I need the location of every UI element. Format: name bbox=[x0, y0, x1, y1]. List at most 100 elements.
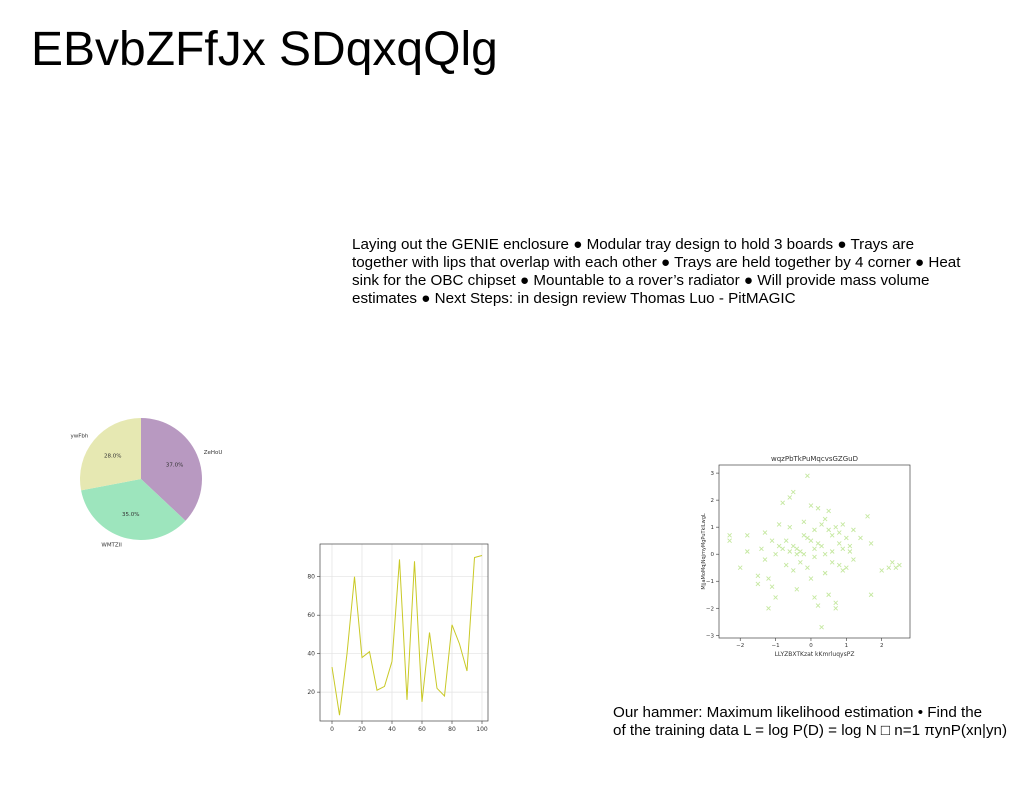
scatter-point bbox=[769, 538, 775, 544]
scatter-point bbox=[794, 546, 800, 552]
scatter-point bbox=[836, 530, 842, 535]
pie-value-label: 37.0% bbox=[166, 462, 183, 468]
scatter-point bbox=[805, 473, 810, 479]
pie-slice bbox=[141, 418, 202, 521]
scatter-point bbox=[755, 573, 761, 579]
scatter-point bbox=[812, 527, 817, 533]
pie-slice bbox=[80, 418, 141, 491]
scatter-point bbox=[815, 505, 821, 511]
scatter-point bbox=[819, 522, 824, 527]
y-tick-label: 2 bbox=[711, 498, 715, 504]
x-tick-label: 20 bbox=[358, 726, 366, 733]
scatter-point bbox=[836, 541, 842, 546]
pie-slice bbox=[81, 479, 186, 540]
scatter-chart: wqzPbTkPuMqcvsGZGuD −2 −1 0 1 2 3 2 1 0 −1 −2 −3 LLYZ… bbox=[701, 455, 911, 658]
scatter-point bbox=[836, 562, 842, 568]
scatter-x-label: LLYZBXTKzat kKmrluqysPZ bbox=[775, 651, 855, 658]
scatter-point bbox=[815, 541, 821, 546]
scatter-point bbox=[840, 568, 846, 573]
scatter-point bbox=[858, 535, 863, 541]
plot-frame bbox=[718, 464, 911, 639]
x-tick-label: 0 bbox=[330, 726, 334, 733]
scatter-point bbox=[727, 538, 732, 544]
scatter-point bbox=[833, 524, 839, 530]
pie-category-label: ZeHoU bbox=[204, 450, 223, 456]
scatter-point bbox=[737, 565, 743, 571]
scatter-point bbox=[847, 543, 853, 549]
scatter-point bbox=[886, 565, 892, 571]
scatter-point bbox=[776, 522, 782, 527]
scatter-point bbox=[798, 559, 803, 565]
x-tick-label: −1 bbox=[772, 643, 780, 649]
hammer-line-1: Our hammer: Maximum likelihood estimatio… bbox=[613, 704, 983, 721]
scatter-point bbox=[840, 546, 846, 552]
scatter-point bbox=[773, 595, 778, 600]
x-tick-label: 2 bbox=[880, 643, 884, 649]
x-tick-label: 60 bbox=[418, 726, 426, 733]
scatter-point bbox=[808, 538, 814, 544]
scatter-point bbox=[766, 576, 771, 581]
scatter-point bbox=[744, 549, 750, 554]
scatter-point bbox=[812, 554, 817, 560]
scatter-point bbox=[769, 584, 775, 589]
line-series bbox=[331, 555, 483, 716]
scatter-point bbox=[868, 592, 874, 598]
scatter-point bbox=[819, 624, 824, 630]
scatter-point bbox=[893, 565, 899, 571]
scatter-point bbox=[865, 514, 870, 519]
scatter-point bbox=[727, 532, 732, 538]
scatter-point bbox=[801, 551, 807, 557]
scatter-point bbox=[794, 551, 800, 557]
scatter-point bbox=[787, 549, 793, 554]
scatter-point bbox=[773, 551, 778, 557]
scatter-point bbox=[783, 538, 789, 544]
pie-value-label: 28.0% bbox=[104, 454, 121, 460]
scatter-point bbox=[744, 532, 750, 538]
scatter-point bbox=[780, 546, 785, 552]
scatter-point bbox=[755, 581, 761, 587]
scatter-point bbox=[833, 600, 839, 606]
x-tick-label: 80 bbox=[448, 726, 456, 733]
scatter-point bbox=[829, 532, 835, 538]
y-tick-label: −3 bbox=[706, 633, 715, 639]
scatter-point bbox=[798, 549, 803, 554]
scatter-point bbox=[826, 527, 831, 533]
scatter-point bbox=[847, 549, 853, 554]
scatter-point bbox=[790, 568, 796, 573]
scatter-point bbox=[826, 592, 831, 598]
slide-hammer-text: Our hammer: Maximum likelihood estimatio… bbox=[613, 704, 1024, 740]
scatter-point bbox=[840, 522, 846, 527]
scatter-point bbox=[805, 565, 810, 571]
scatter-point bbox=[829, 549, 835, 554]
scatter-point bbox=[801, 519, 807, 525]
scatter-point bbox=[844, 565, 849, 571]
scatter-point bbox=[787, 524, 793, 530]
scatter-point bbox=[851, 527, 856, 533]
scatter-point bbox=[829, 559, 835, 565]
scatter-point bbox=[812, 546, 817, 552]
scatter-point bbox=[868, 541, 874, 546]
scatter-point bbox=[819, 543, 824, 549]
x-tick-label: −2 bbox=[736, 643, 744, 649]
scatter-point bbox=[822, 570, 828, 576]
scatter-point bbox=[812, 595, 817, 600]
scatter-point bbox=[822, 551, 828, 557]
x-tick-label: 0 bbox=[809, 643, 813, 649]
scatter-point bbox=[762, 530, 768, 535]
scatter-title: wqzPbTkPuMqcvsGZGuD bbox=[771, 455, 858, 463]
scatter-point bbox=[794, 587, 800, 592]
pie-chart: 37.0% ZeHoU 35.0% WMTZII 28.0% ywFbh bbox=[70, 418, 223, 549]
y-tick-label: −1 bbox=[706, 579, 714, 585]
scatter-y-label: MjjaMoMqjNqjmyMgPuTklLwgL bbox=[701, 513, 707, 590]
y-tick-label: 0 bbox=[711, 552, 715, 558]
scatter-point bbox=[801, 532, 807, 538]
scatter-point bbox=[783, 562, 789, 568]
slide-bullet-text: Laying out the GENIE enclosure ● Modular… bbox=[352, 236, 961, 307]
scatter-point bbox=[766, 605, 771, 611]
scatter-point bbox=[808, 503, 814, 508]
y-tick-label: 40 bbox=[307, 651, 315, 658]
y-tick-label: −2 bbox=[706, 606, 714, 612]
line-chart: 0 20 40 60 80 100 20 40 60 80 bbox=[307, 543, 489, 733]
scatter-point bbox=[897, 562, 902, 568]
scatter-point bbox=[759, 546, 764, 552]
